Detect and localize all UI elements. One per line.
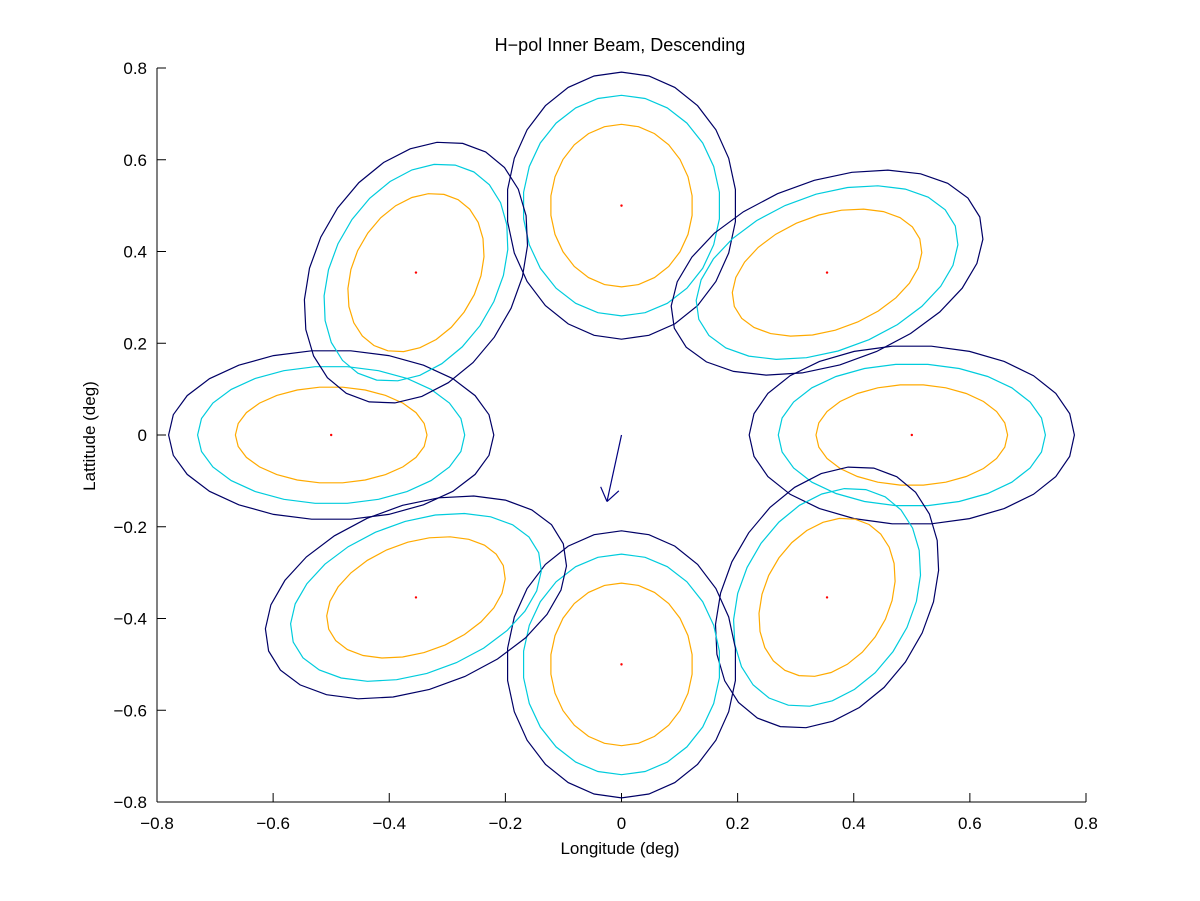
x-tick-label: 0.8 xyxy=(1074,814,1098,833)
contour-inner xyxy=(815,384,1009,486)
contour-inner xyxy=(731,208,923,337)
y-tick-label: 0.2 xyxy=(123,334,147,353)
beam-center-marker xyxy=(414,271,418,274)
beam-5 xyxy=(507,530,737,799)
beam-1 xyxy=(507,71,737,340)
beam-center-marker xyxy=(825,596,829,599)
contour-outer xyxy=(303,141,529,404)
y-tick-label: −0.4 xyxy=(113,610,147,629)
contour-outer xyxy=(167,350,495,520)
beam-centers xyxy=(329,204,914,666)
x-tick-label: 0.2 xyxy=(726,814,750,833)
contour-outer xyxy=(507,530,737,799)
contour-outer xyxy=(714,466,940,729)
y-tick-label: −0.8 xyxy=(113,793,147,812)
arrow-head xyxy=(600,486,608,502)
x-tick-label: 0.6 xyxy=(958,814,982,833)
beam-2 xyxy=(670,169,984,376)
x-tick-label: 0.4 xyxy=(842,814,866,833)
contour-middle xyxy=(777,363,1047,507)
beam-6 xyxy=(264,495,568,700)
x-tick-label: −0.2 xyxy=(489,814,523,833)
y-axis-label: Lattitude (deg) xyxy=(80,381,99,491)
beam-center-marker xyxy=(620,663,623,666)
beam-center-marker xyxy=(620,204,623,207)
chart-title: H−pol Inner Beam, Descending xyxy=(495,35,746,55)
beam-3 xyxy=(748,345,1076,525)
beam-8 xyxy=(303,141,529,404)
contour-inner xyxy=(326,536,506,659)
beam-7 xyxy=(167,350,495,520)
beam-center-marker xyxy=(329,433,333,437)
contour-inner xyxy=(550,123,693,288)
contour-middle xyxy=(323,163,509,382)
contour-middle xyxy=(695,185,959,361)
y-tick-label: 0.8 xyxy=(123,59,147,78)
y-tick-label: −0.6 xyxy=(113,701,147,720)
contour-inner xyxy=(234,386,428,484)
beam-center-marker xyxy=(825,271,829,274)
x-axis-label: Longitude (deg) xyxy=(560,839,679,858)
contour-outer xyxy=(670,169,984,376)
contour-middle xyxy=(196,366,466,504)
contour-inner xyxy=(758,517,896,677)
y-tick-label: 0.4 xyxy=(123,243,147,262)
y-tick-label: −0.2 xyxy=(113,518,147,537)
beam-4 xyxy=(714,466,940,729)
contour-outer xyxy=(507,71,737,340)
contour-outer xyxy=(264,495,568,700)
arrow-head xyxy=(606,490,620,502)
contour-middle xyxy=(522,94,721,317)
contour-inner xyxy=(347,193,485,353)
beam-center-marker xyxy=(414,596,418,599)
x-tick-label: 0 xyxy=(617,814,626,833)
y-tick-label: 0 xyxy=(138,426,147,445)
x-tick-label: −0.6 xyxy=(256,814,290,833)
contour-inner xyxy=(550,582,693,747)
contour-middle xyxy=(522,553,721,776)
arrow-shaft xyxy=(606,434,623,502)
y-tick-label: 0.6 xyxy=(123,151,147,170)
contour-middle xyxy=(732,487,922,707)
contour-outer xyxy=(748,345,1076,525)
contour-middle xyxy=(289,512,542,682)
x-tick-label: −0.8 xyxy=(140,814,174,833)
x-tick-label: −0.4 xyxy=(372,814,406,833)
beam-contours xyxy=(167,71,1076,799)
beam-center-marker xyxy=(910,433,914,437)
direction-arrow xyxy=(600,434,623,502)
axes: −0.8 −0.6 −0.4 −0.2 0 0.2 0.4 0.6 0.8 −0.8 −0.6 −0.… xyxy=(113,59,1097,833)
